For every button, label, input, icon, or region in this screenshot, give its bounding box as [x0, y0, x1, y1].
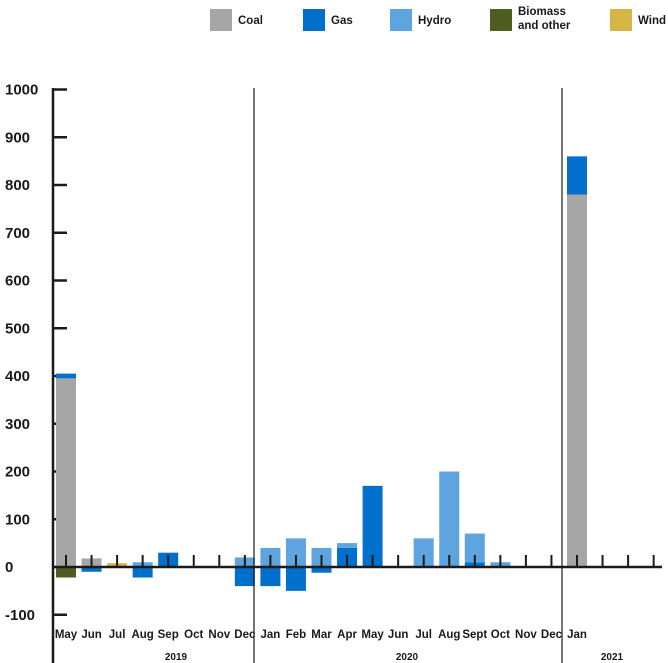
bar-gas-jan-20 [567, 156, 587, 195]
legend-label-biomass-and-other-line-2: and other [518, 20, 571, 32]
year-label-2020: 2020 [396, 652, 419, 663]
legend-swatch-coal [210, 9, 232, 31]
axis-lines [51, 88, 662, 663]
bar-hydro-jul-14 [413, 538, 434, 567]
legend-swatch-wind [610, 9, 632, 31]
y-tick-label: 100 [5, 511, 30, 528]
bar-coal-may-0 [56, 378, 76, 567]
x-tick-label-nov: Nov [515, 629, 537, 641]
legend-swatch-biomass-and-other [490, 9, 512, 31]
x-tick-label-oct: Oct [184, 629, 203, 641]
x-tick-label-dec: Dec [541, 629, 563, 641]
bar-coal-jan-20 [567, 194, 587, 568]
bar-hydro-feb-9 [285, 538, 306, 567]
y-tick-label: 500 [5, 320, 30, 337]
bar-gas-dec-7 [234, 567, 255, 587]
year-label-2019: 2019 [165, 652, 188, 663]
y-tick-label: 200 [5, 464, 30, 481]
bar-hydro-apr-11 [337, 543, 358, 548]
y-tick-label: 600 [5, 273, 30, 290]
legend-label-biomass-and-other-line-1: Biomass [518, 6, 566, 18]
x-tick-label-oct: Oct [491, 629, 510, 641]
x-tick-label-mar: Mar [311, 629, 332, 641]
x-tick-label-jul: Jul [415, 629, 432, 641]
bar-gas-may-0 [56, 373, 76, 379]
y-tick-label: 300 [5, 416, 30, 433]
y-tick-label: 800 [5, 177, 30, 194]
x-tick-label-aug: Aug [131, 629, 153, 641]
bar-gas-jun-1 [81, 567, 102, 572]
x-tick-label-jun: Jun [81, 629, 101, 641]
y-tick-label: 400 [5, 368, 30, 385]
bar-biomass-and-other-may-0 [56, 567, 76, 578]
x-tick-label-may: May [361, 629, 384, 641]
x-tick-label-jul: Jul [109, 629, 126, 641]
y-tick-label: -100 [5, 607, 35, 624]
legend-label-wind: Wind [638, 15, 666, 27]
x-tick-label-jan: Jan [567, 629, 587, 641]
legend-swatch-hydro [390, 9, 412, 31]
legend-swatch-gas [303, 9, 325, 31]
legend-label-gas: Gas [331, 15, 353, 27]
x-tick-label-sep: Sep [158, 629, 179, 641]
bar-hydro-aug-15 [439, 471, 460, 567]
bar-hydro-sept-16 [464, 533, 485, 563]
x-tick-label-jun: Jun [388, 629, 408, 641]
bar-gas-aug-3 [132, 567, 153, 578]
bar-gas-jan-8 [260, 567, 281, 587]
bar-gas-mar-10 [311, 567, 332, 573]
bar-gas-feb-9 [285, 567, 306, 591]
x-tick-label-dec: Dec [234, 629, 256, 641]
bars [56, 156, 587, 591]
x-tick-label-nov: Nov [208, 629, 230, 641]
x-tick-label-may: May [55, 629, 78, 641]
legend-label-coal: Coal [238, 15, 263, 27]
y-tick-label: 900 [5, 129, 30, 146]
y-tick-label: 700 [5, 225, 30, 242]
x-axis: May Jun Jul Aug Sep Oct Nov Dec Jan Feb Mar Apr May J… [55, 629, 624, 663]
bar-gas-may-12 [362, 485, 383, 567]
x-tick-label-jan: Jan [260, 629, 280, 641]
legend-label-hydro: Hydro [418, 15, 451, 27]
x-tick-label-aug: Aug [438, 629, 460, 641]
x-tick-label-feb: Feb [286, 629, 306, 641]
x-tick-label-sept: Sept [462, 629, 487, 641]
legend: Coal Gas Hydro Biomass and other Wind [210, 6, 666, 32]
y-tick-label: 0 [5, 559, 13, 576]
year-label-2021: 2021 [601, 652, 624, 663]
x-tick-label-apr: Apr [337, 629, 357, 641]
y-tick-label: 1000 [5, 82, 38, 99]
